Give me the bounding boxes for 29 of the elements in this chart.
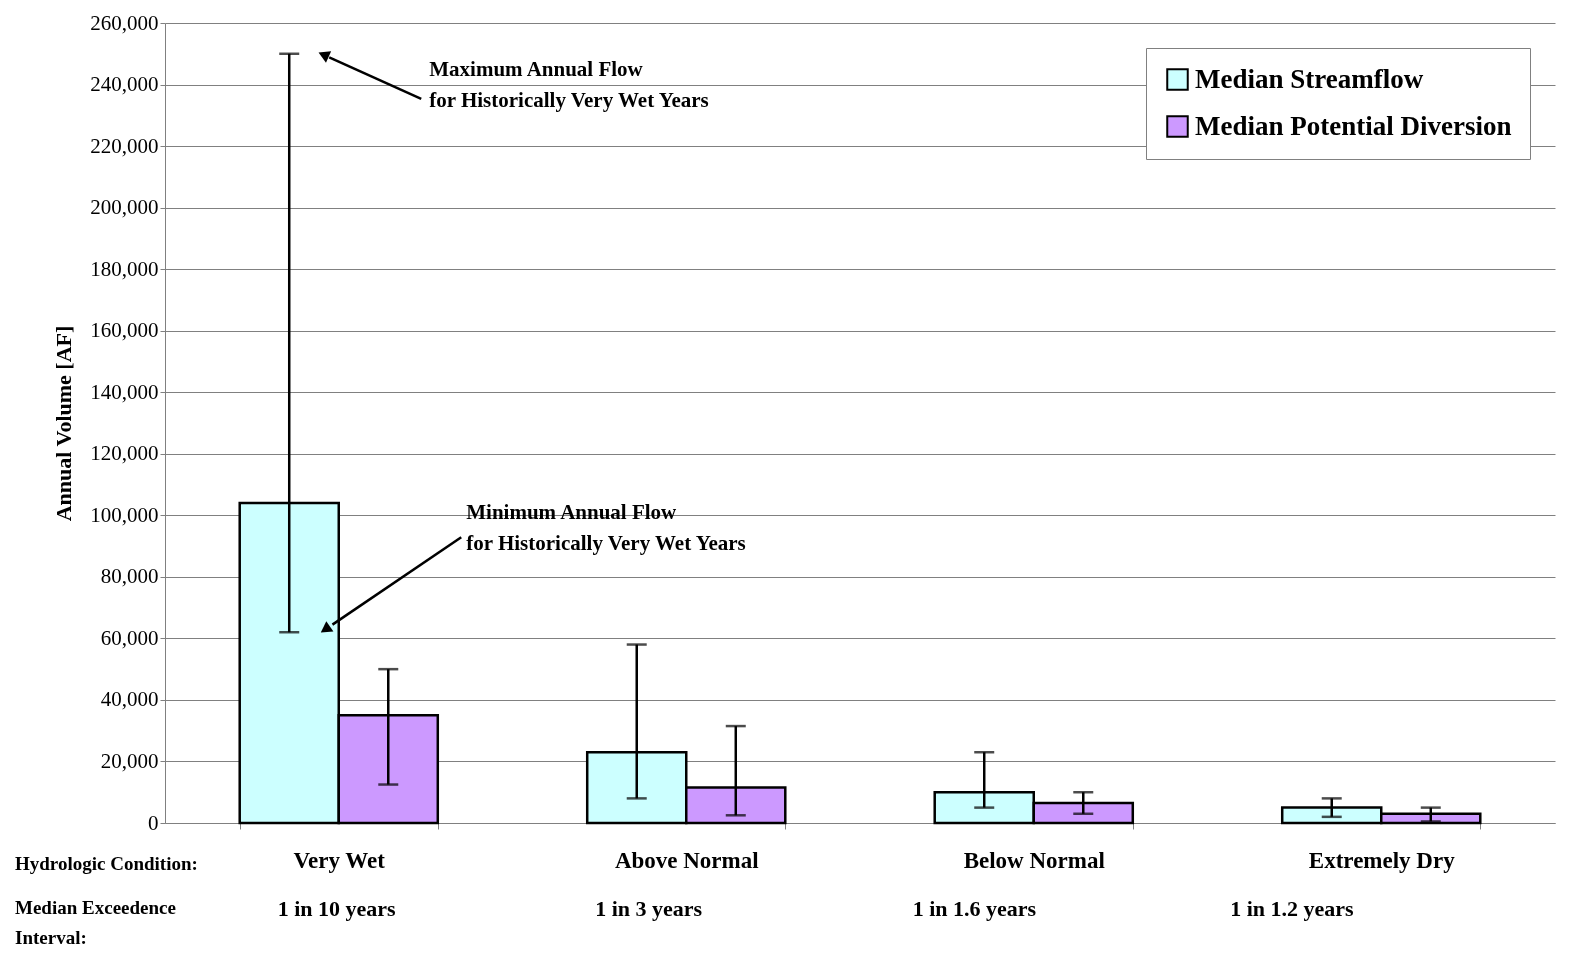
y-tick-label: 80,000 [100,564,159,589]
y-tick-label: 40,000 [100,687,159,712]
x-tick-label: Extremely Dry [1308,847,1456,873]
legend-label: Median Streamflow [1195,63,1424,94]
y-tick-label: 20,000 [100,748,159,773]
text: 1 in 3 years [595,896,703,921]
annotation: Minimum Annual Flow for Historically Very Wet Years [466,500,746,556]
y-tick-label: 180,000 [90,256,159,281]
text: 1 in 10 years [277,896,397,921]
x-tick-label: Very Wet [293,847,386,873]
y-tick-label: 120,000 [90,441,159,466]
x-tick-label: Above Normal [614,847,759,873]
y-tick-label: 160,000 [90,318,159,343]
y-tick-label: 60,000 [100,625,159,650]
y-axis-title: Annual Volume [AF] [51,325,77,522]
legend-label: Median Potential Diversion [1195,110,1512,141]
text: 1 in 1.2 years [1230,896,1355,921]
annotation: Maximum Annual Flow for Historically Very Wet Years [429,56,709,112]
y-tick-label: 220,000 [90,133,159,158]
y-tick-label: 0 [148,810,159,835]
y-tick-label: 240,000 [90,72,159,97]
y-tick-label: 100,000 [90,502,159,527]
y-tick-label: 260,000 [90,10,159,35]
y-tick-label: 200,000 [90,195,159,220]
x-tick-label: Below Normal [963,847,1105,873]
text: Median Exceedence Interval: [15,897,176,948]
text: 1 in 1.6 years [912,896,1037,921]
y-tick-label: 140,000 [90,379,159,404]
text: Hydrologic Condition: [15,853,198,874]
